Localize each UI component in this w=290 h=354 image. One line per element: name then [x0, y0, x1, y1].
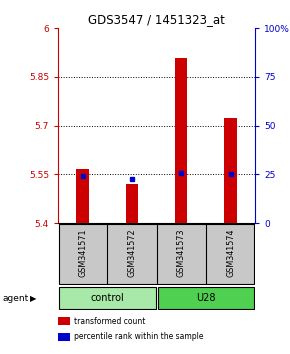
- Bar: [77, 170, 89, 223]
- Text: GSM341573: GSM341573: [177, 228, 186, 277]
- Text: transformed count: transformed count: [74, 316, 145, 326]
- Text: U28: U28: [196, 293, 216, 303]
- FancyBboxPatch shape: [157, 287, 254, 309]
- FancyBboxPatch shape: [59, 287, 156, 309]
- Text: percentile rank within the sample: percentile rank within the sample: [74, 332, 204, 341]
- Text: agent: agent: [3, 293, 29, 303]
- Bar: [126, 184, 138, 223]
- Title: GDS3547 / 1451323_at: GDS3547 / 1451323_at: [88, 13, 225, 26]
- Text: control: control: [90, 293, 124, 303]
- Text: GSM341572: GSM341572: [127, 228, 137, 277]
- Bar: [224, 118, 237, 223]
- Text: GSM341574: GSM341574: [226, 228, 235, 277]
- FancyBboxPatch shape: [59, 224, 254, 284]
- Text: GSM341571: GSM341571: [78, 228, 87, 277]
- Text: ▶: ▶: [30, 293, 37, 303]
- Bar: [175, 57, 187, 223]
